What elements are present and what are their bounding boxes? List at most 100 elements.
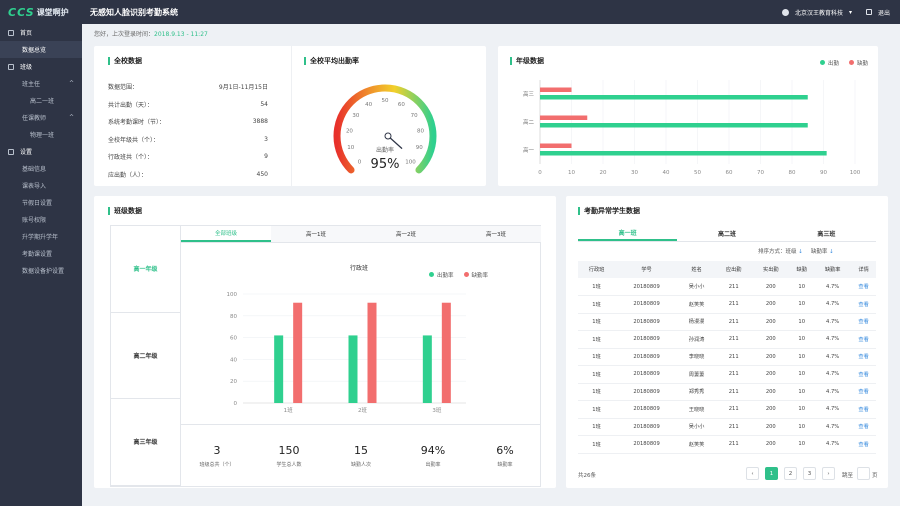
table-cell: 10 — [789, 348, 815, 366]
sidebar-item-label: 数据总览 — [22, 47, 47, 54]
gauge-tick-label: 100 — [405, 159, 416, 165]
sidebar-item[interactable]: 物理一班 — [0, 126, 82, 143]
grade-item[interactable]: 高二年级 — [111, 313, 180, 400]
view-detail-link[interactable]: 查看 — [851, 418, 876, 436]
exit-icon[interactable] — [865, 9, 872, 15]
class-tab[interactable]: 高一2班 — [396, 232, 416, 238]
stat-value: 9月1日-11月15日 — [218, 84, 268, 92]
table-cell: 211 — [715, 348, 753, 366]
view-detail-link[interactable]: 查看 — [851, 295, 876, 314]
sort-by-class[interactable]: 班级 — [785, 249, 797, 255]
abnormal-tab[interactable]: 高三班 — [817, 230, 836, 238]
welcome-line: 您好，上次登录时间：2018.9.13 - 11:27 — [94, 29, 208, 38]
class-tab[interactable]: 高一3班 — [486, 232, 506, 238]
page-button[interactable]: 3 — [803, 467, 816, 480]
gauge-tick-label: 50 — [382, 98, 389, 104]
table-row: 1班 20180809 吴小小 211 200 10 4.7% 查看 — [578, 418, 876, 436]
sidebar-item[interactable]: 设置 — [0, 143, 82, 160]
table-cell: 4.7% — [814, 348, 852, 366]
table-cell: 1班 — [578, 348, 616, 366]
view-detail-link[interactable]: 查看 — [851, 348, 876, 366]
legend-item: 缺勤 — [849, 59, 868, 67]
column-header: 缺勤 — [789, 261, 815, 278]
chevron-up-icon[interactable]: ^ — [68, 114, 74, 121]
class-tab[interactable]: 全部班级 — [181, 226, 271, 242]
sidebar-item[interactable]: 考勤课设置 — [0, 245, 82, 262]
school-stats: 数据范围： 9月1日-11月15日 共计出勤（天）： 54 系统考勤课时（节）： 3888… — [108, 78, 268, 183]
y-tick-label: 40 — [230, 357, 237, 363]
table-cell: 20180809 — [615, 418, 679, 436]
table-cell: 20180809 — [615, 400, 679, 419]
x-tick-label: 60 — [726, 170, 733, 176]
view-detail-link[interactable]: 查看 — [851, 400, 876, 419]
class-bar-chart: 行政班 0 20 40 60 80 100 1班 2班 3班 — [227, 264, 466, 414]
grade-item[interactable]: 高三年级 — [111, 399, 180, 486]
abnormal-tab[interactable]: 高一班 — [578, 225, 678, 241]
sidebar-item[interactable]: 高二一班 — [0, 92, 82, 109]
view-detail-link[interactable]: 查看 — [851, 365, 876, 384]
sidebar-item[interactable]: 课表导入 — [0, 177, 82, 194]
column-header: 详情 — [851, 261, 876, 278]
sort-label: 排序方式： — [758, 249, 786, 255]
page-unit-label: 页 — [872, 473, 878, 479]
sidebar-item[interactable]: 基础信息 — [0, 160, 82, 177]
summary-value: 150 — [278, 443, 300, 457]
table-cell: 4.7% — [814, 278, 852, 296]
prev-page-button[interactable]: ‹ — [746, 467, 759, 480]
sidebar-item[interactable]: 班主任 ^ — [0, 75, 82, 92]
table-cell: 1班 — [578, 330, 616, 349]
sidebar-item[interactable]: 节假日设置 — [0, 194, 82, 211]
chevron-up-icon[interactable]: ^ — [68, 80, 74, 87]
sidebar-item[interactable]: 首页 — [0, 24, 82, 41]
view-detail-link[interactable]: 查看 — [851, 383, 876, 401]
logout-button[interactable]: 退出 — [877, 9, 890, 17]
table-cell: 1班 — [578, 295, 616, 314]
table-cell: 211 — [715, 278, 753, 296]
column-header: 实出勤 — [752, 261, 790, 278]
view-detail-link[interactable]: 查看 — [851, 313, 876, 331]
abnormal-tab[interactable]: 高二班 — [717, 230, 736, 238]
table-cell: 郑秀秀 — [678, 383, 716, 401]
summary-label: 缺勤率 — [497, 461, 513, 468]
view-detail-link[interactable]: 查看 — [851, 330, 876, 349]
sidebar-item[interactable]: 班级 — [0, 58, 82, 75]
abnormal-table: 行政班 学号 姓名 应出勤 实出勤 缺勤 缺勤率 详情 1班 20180809 吴小小 211 200 1… — [578, 261, 876, 454]
y-tick-label: 100 — [227, 292, 238, 298]
chevron-down-icon[interactable]: ▾ — [848, 8, 852, 16]
sidebar-item[interactable]: 数据总览 — [0, 41, 82, 58]
page-button[interactable]: 2 — [784, 467, 797, 480]
grade-item[interactable]: 高一年级 — [111, 226, 180, 313]
bar-缺勤 — [540, 143, 572, 148]
table-cell: 10 — [789, 278, 815, 296]
sidebar-item[interactable]: 数据设备护设置 — [0, 262, 82, 279]
legend-item: 缺勤率 — [463, 271, 488, 279]
stat-value: 54 — [260, 100, 268, 108]
bar-缺勤 — [540, 87, 572, 92]
sort-arrow-icon[interactable]: ↓ — [829, 249, 834, 255]
x-tick-label: 50 — [694, 170, 701, 176]
sort-by-absence[interactable]: 缺勤率 — [810, 249, 828, 255]
view-detail-link[interactable]: 查看 — [851, 435, 876, 454]
table-cell: 李晓晓 — [678, 348, 716, 366]
gauge-value: 95% — [371, 157, 400, 172]
sidebar-item[interactable]: 任课教师 ^ — [0, 109, 82, 126]
goto-page-input[interactable] — [857, 467, 870, 480]
class-tab[interactable]: 高一1班 — [306, 232, 326, 238]
user-menu[interactable]: 北京汉王教育科技 — [794, 9, 843, 17]
sidebar-item[interactable]: 升学期升学年 — [0, 228, 82, 245]
bar-出勤 — [540, 123, 808, 128]
total-count: 共26条 — [578, 473, 596, 479]
sidebar-item[interactable]: 账号权限 — [0, 211, 82, 228]
gauge-hub — [384, 132, 392, 140]
view-detail-link[interactable]: 查看 — [851, 278, 876, 296]
summary-label: 学生总人数 — [276, 461, 302, 468]
logo: CCS 课堂啊护 — [0, 0, 82, 24]
table-cell: 4.7% — [814, 313, 852, 331]
bar-出勤率 — [274, 335, 284, 403]
next-page-button[interactable]: › — [822, 467, 835, 480]
page-button[interactable]: 1 — [765, 467, 778, 480]
sort-arrow-icon[interactable]: ↓ — [798, 249, 803, 255]
sidebar-item-label: 班主任 — [22, 81, 41, 88]
table-cell: 1班 — [578, 400, 616, 419]
stat-row: 共计出勤（天）： 54 — [108, 96, 268, 114]
